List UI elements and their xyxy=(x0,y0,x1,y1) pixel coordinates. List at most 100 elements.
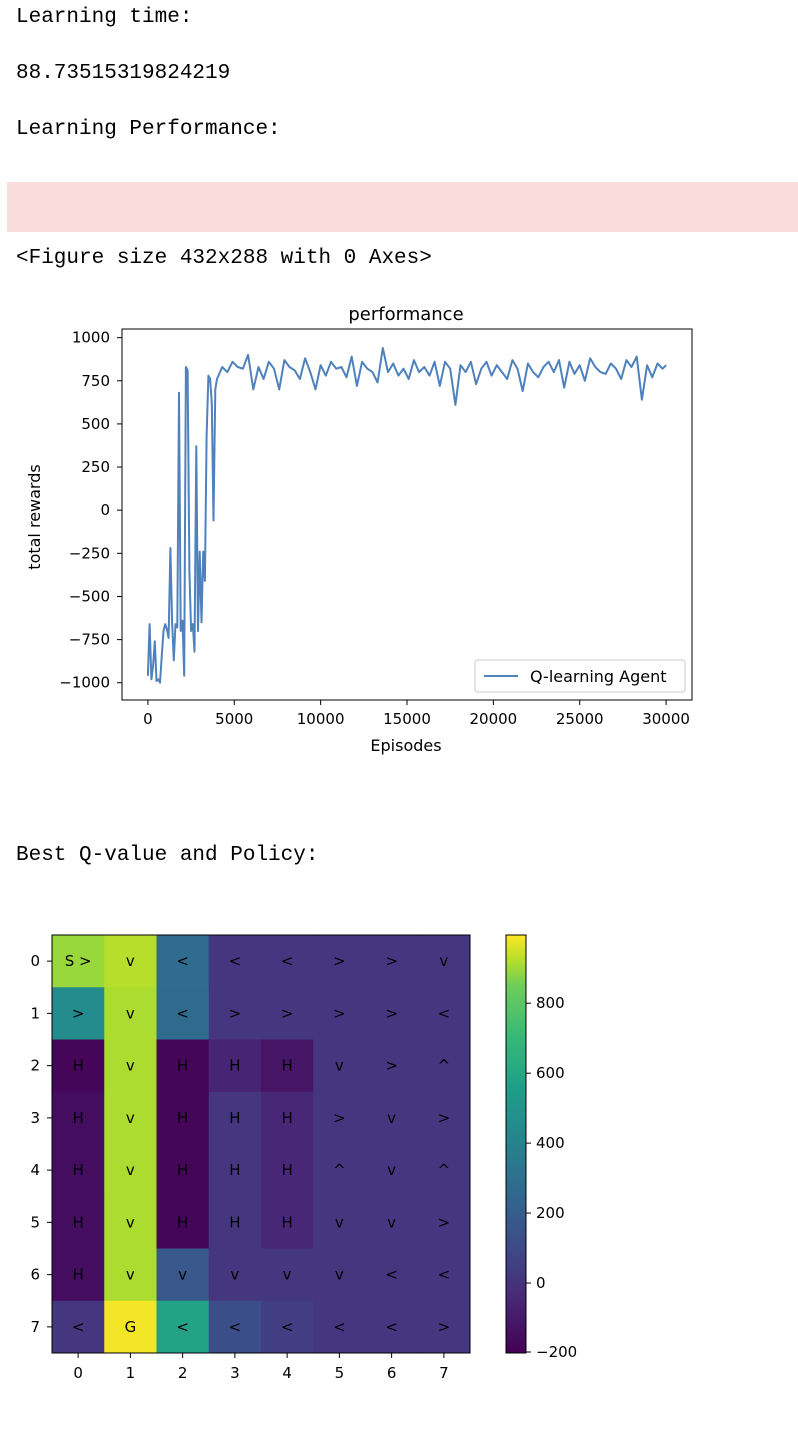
cell-annotation: v xyxy=(178,1266,187,1284)
cell-annotation: H xyxy=(72,1266,83,1284)
heatmap-cell xyxy=(104,1091,157,1145)
y-tick-label: 500 xyxy=(81,415,110,433)
heatmap-y-tick-label: 3 xyxy=(30,1109,40,1127)
heatmap-cell xyxy=(417,1196,471,1249)
heatmap-cell xyxy=(104,1300,157,1354)
cell-annotation: v xyxy=(126,1213,135,1231)
heatmap-cell xyxy=(313,987,366,1040)
cell-annotation: v xyxy=(439,952,448,970)
cell-annotation: H xyxy=(281,1213,292,1231)
cell-annotation: < xyxy=(385,1266,398,1284)
cell-annotation: H xyxy=(177,1213,188,1231)
cell-annotation: v xyxy=(230,1266,239,1284)
heatmap-cell xyxy=(313,1039,366,1093)
heatmap-cell xyxy=(261,1196,314,1249)
colorbar-tick-label: 600 xyxy=(536,1064,565,1082)
cell-annotation: H xyxy=(229,1161,240,1179)
heatmap-cell xyxy=(52,987,105,1040)
cell-annotation: > xyxy=(385,952,398,970)
cell-annotation: H xyxy=(229,1109,240,1127)
heatmap-cell xyxy=(156,1039,210,1093)
heatmap-cell xyxy=(365,1144,419,1197)
heatmap-y-tick-label: 4 xyxy=(30,1161,40,1179)
cell-annotation: H xyxy=(177,1109,188,1127)
cell-annotation: v xyxy=(387,1161,396,1179)
heatmap-cell xyxy=(313,935,366,988)
cell-annotation: < xyxy=(72,1318,85,1336)
learning-time-value: 88.73515319824219 xyxy=(16,62,231,85)
heatmap-cell xyxy=(365,1091,419,1145)
heatmap-cell xyxy=(104,1144,157,1197)
heatmap-cell xyxy=(417,935,471,988)
legend-label: Q-learning Agent xyxy=(530,667,667,686)
heatmap-cell xyxy=(261,1039,314,1093)
heatmap-cell xyxy=(208,1039,262,1093)
cell-annotation: < xyxy=(176,1004,189,1022)
colorbar-tick-label: −200 xyxy=(536,1343,577,1361)
cell-annotation: > xyxy=(438,1318,451,1336)
y-tick-label: 750 xyxy=(81,372,110,390)
series-line-q-learning-agent xyxy=(146,347,667,684)
heatmap-cell xyxy=(156,1196,210,1249)
heatmap-cell xyxy=(313,1144,366,1197)
heatmap-cell xyxy=(52,1196,105,1249)
cell-annotation: > xyxy=(438,1213,451,1231)
cell-annotation: < xyxy=(281,1318,294,1336)
cell-annotation: v xyxy=(126,1266,135,1284)
heatmap-cell xyxy=(261,1144,314,1197)
heatmap-frame xyxy=(51,934,471,1354)
heatmap-y-tick-label: 7 xyxy=(30,1318,40,1336)
cell-annotation: > xyxy=(281,1004,294,1022)
heatmap-cell xyxy=(104,935,157,988)
cell-annotation: > xyxy=(333,1109,346,1127)
cell-annotation: H xyxy=(281,1057,292,1075)
learning-performance-label: Learning Performance: xyxy=(16,118,281,141)
cell-annotation: H xyxy=(177,1161,188,1179)
heatmap-cell xyxy=(365,1300,419,1354)
chart-legend: Q-learning Agent xyxy=(474,659,686,693)
x-tick-label: 10000 xyxy=(297,710,345,728)
heatmap-cell xyxy=(156,1091,210,1145)
heatmap-cell xyxy=(208,1196,262,1249)
cell-annotation: > xyxy=(385,1057,398,1075)
heatmap-cell xyxy=(365,1039,419,1093)
cell-annotation: v xyxy=(335,1213,344,1231)
cell-annotation: H xyxy=(281,1109,292,1127)
cell-annotation: < xyxy=(229,952,242,970)
cell-annotation: < xyxy=(385,1318,398,1336)
heatmap-x-tick-label: 4 xyxy=(282,1364,292,1382)
cell-annotation: < xyxy=(438,1004,451,1022)
heatmap-cell xyxy=(261,1091,314,1145)
heatmap-cell xyxy=(261,1248,314,1302)
heatmap-cell xyxy=(261,935,314,988)
cell-annotation: H xyxy=(72,1161,83,1179)
x-tick-label: 15000 xyxy=(383,710,431,728)
heatmap-cell xyxy=(365,1248,419,1302)
x-tick-label: 30000 xyxy=(642,710,690,728)
heatmap-cell xyxy=(156,987,210,1040)
cell-annotation: H xyxy=(281,1161,292,1179)
colorbar-tick-label: 800 xyxy=(536,994,565,1012)
heatmap-cell xyxy=(313,1196,366,1249)
heatmap-cell xyxy=(104,987,157,1040)
cell-annotation: < xyxy=(281,952,294,970)
cell-annotation: v xyxy=(126,1109,135,1127)
heatmap-cell xyxy=(417,1039,471,1093)
cell-annotation: < xyxy=(176,1318,189,1336)
heatmap-y-tick-label: 6 xyxy=(30,1266,40,1284)
heatmap-cell xyxy=(261,987,314,1040)
figure-repr-text: <Figure size 432x288 with 0 Axes> xyxy=(16,247,432,270)
cell-annotation: < xyxy=(176,952,189,970)
x-tick-label: 25000 xyxy=(556,710,604,728)
y-tick-label: −250 xyxy=(69,544,110,562)
heatmap-cell xyxy=(104,1196,157,1249)
heatmap-cell xyxy=(417,1144,471,1197)
y-axis-label: total rewards xyxy=(25,464,44,569)
cell-annotation: < xyxy=(438,1266,451,1284)
heatmap-x-tick-label: 3 xyxy=(230,1364,240,1382)
x-axis-label: Episodes xyxy=(370,736,441,755)
heatmap-x-tick-label: 1 xyxy=(126,1364,136,1382)
heatmap-cell xyxy=(261,1300,314,1354)
cell-annotation: v xyxy=(283,1266,292,1284)
heatmap-x-tick-label: 7 xyxy=(439,1364,449,1382)
